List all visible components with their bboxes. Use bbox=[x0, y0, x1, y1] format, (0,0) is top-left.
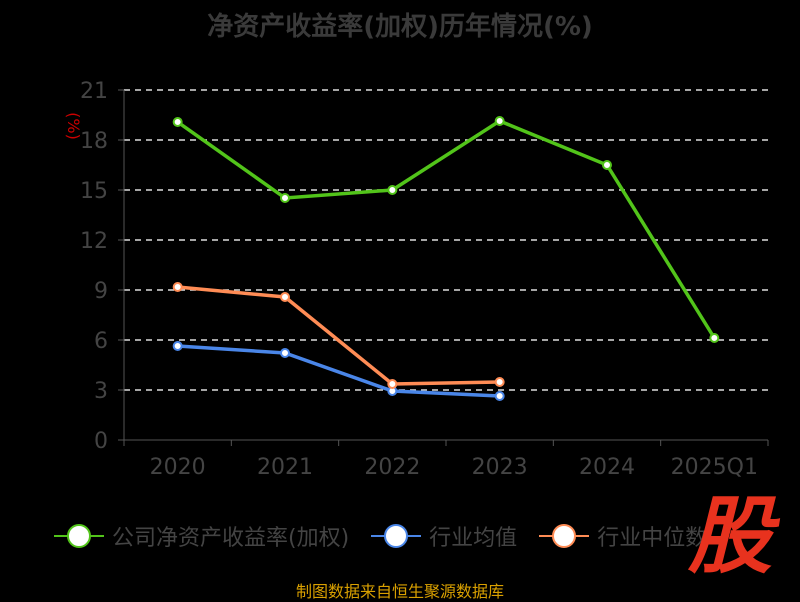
series-line-0 bbox=[176, 119, 716, 339]
y-tick-label: 18 bbox=[80, 129, 108, 154]
legend-item[interactable]: 公司净资产收益率(加权) bbox=[54, 520, 349, 552]
data-point bbox=[494, 116, 505, 126]
legend-item[interactable]: 行业中位数 bbox=[539, 520, 707, 552]
data-point bbox=[172, 341, 183, 351]
data-point bbox=[602, 160, 612, 170]
legend-marker-icon bbox=[54, 524, 104, 548]
data-point bbox=[387, 379, 398, 389]
x-tick-label: 2020 bbox=[150, 455, 206, 480]
data-point bbox=[494, 377, 505, 387]
source-note: 制图数据来自恒生聚源数据库 bbox=[295, 582, 504, 601]
y-axis-label: (%) bbox=[64, 112, 83, 140]
series-line-1 bbox=[177, 344, 500, 398]
y-tick-label: 0 bbox=[94, 429, 108, 454]
legend: 公司净资产收益率(加权) 行业均值 行业中位数 bbox=[54, 520, 729, 552]
y-tick-label: 6 bbox=[94, 329, 108, 354]
legend-label: 行业均值 bbox=[429, 526, 518, 551]
x-tick-label: 2022 bbox=[364, 455, 420, 480]
x-tick-label: 2023 bbox=[472, 455, 528, 480]
x-tick-label: 2021 bbox=[257, 455, 313, 480]
data-point bbox=[172, 117, 183, 127]
y-tick-label: 3 bbox=[94, 379, 108, 404]
x-tick-label: 2025Q1 bbox=[671, 455, 758, 480]
data-point bbox=[280, 348, 290, 358]
chart-title: 净资产收益率(加权)历年情况(%) bbox=[207, 12, 593, 42]
legend-item[interactable]: 行业均值 bbox=[371, 520, 517, 552]
data-point bbox=[172, 282, 183, 292]
y-tick-label: 21 bbox=[80, 79, 108, 104]
series-line-2 bbox=[177, 285, 500, 386]
legend-marker-icon bbox=[539, 524, 590, 548]
data-point bbox=[709, 333, 720, 343]
logo: 股 bbox=[688, 487, 773, 585]
data-point bbox=[280, 292, 290, 302]
data-point bbox=[280, 193, 290, 203]
y-tick-label: 15 bbox=[80, 179, 108, 204]
data-point bbox=[387, 185, 398, 195]
legend-label: 公司净资产收益率(加权) bbox=[112, 526, 350, 551]
legend-label: 行业中位数 bbox=[597, 526, 708, 551]
y-tick-label: 9 bbox=[94, 279, 108, 304]
x-tick-label: 2024 bbox=[579, 455, 635, 480]
y-tick-label: 12 bbox=[80, 229, 108, 254]
data-point bbox=[494, 391, 505, 401]
legend-marker-icon bbox=[371, 524, 422, 548]
